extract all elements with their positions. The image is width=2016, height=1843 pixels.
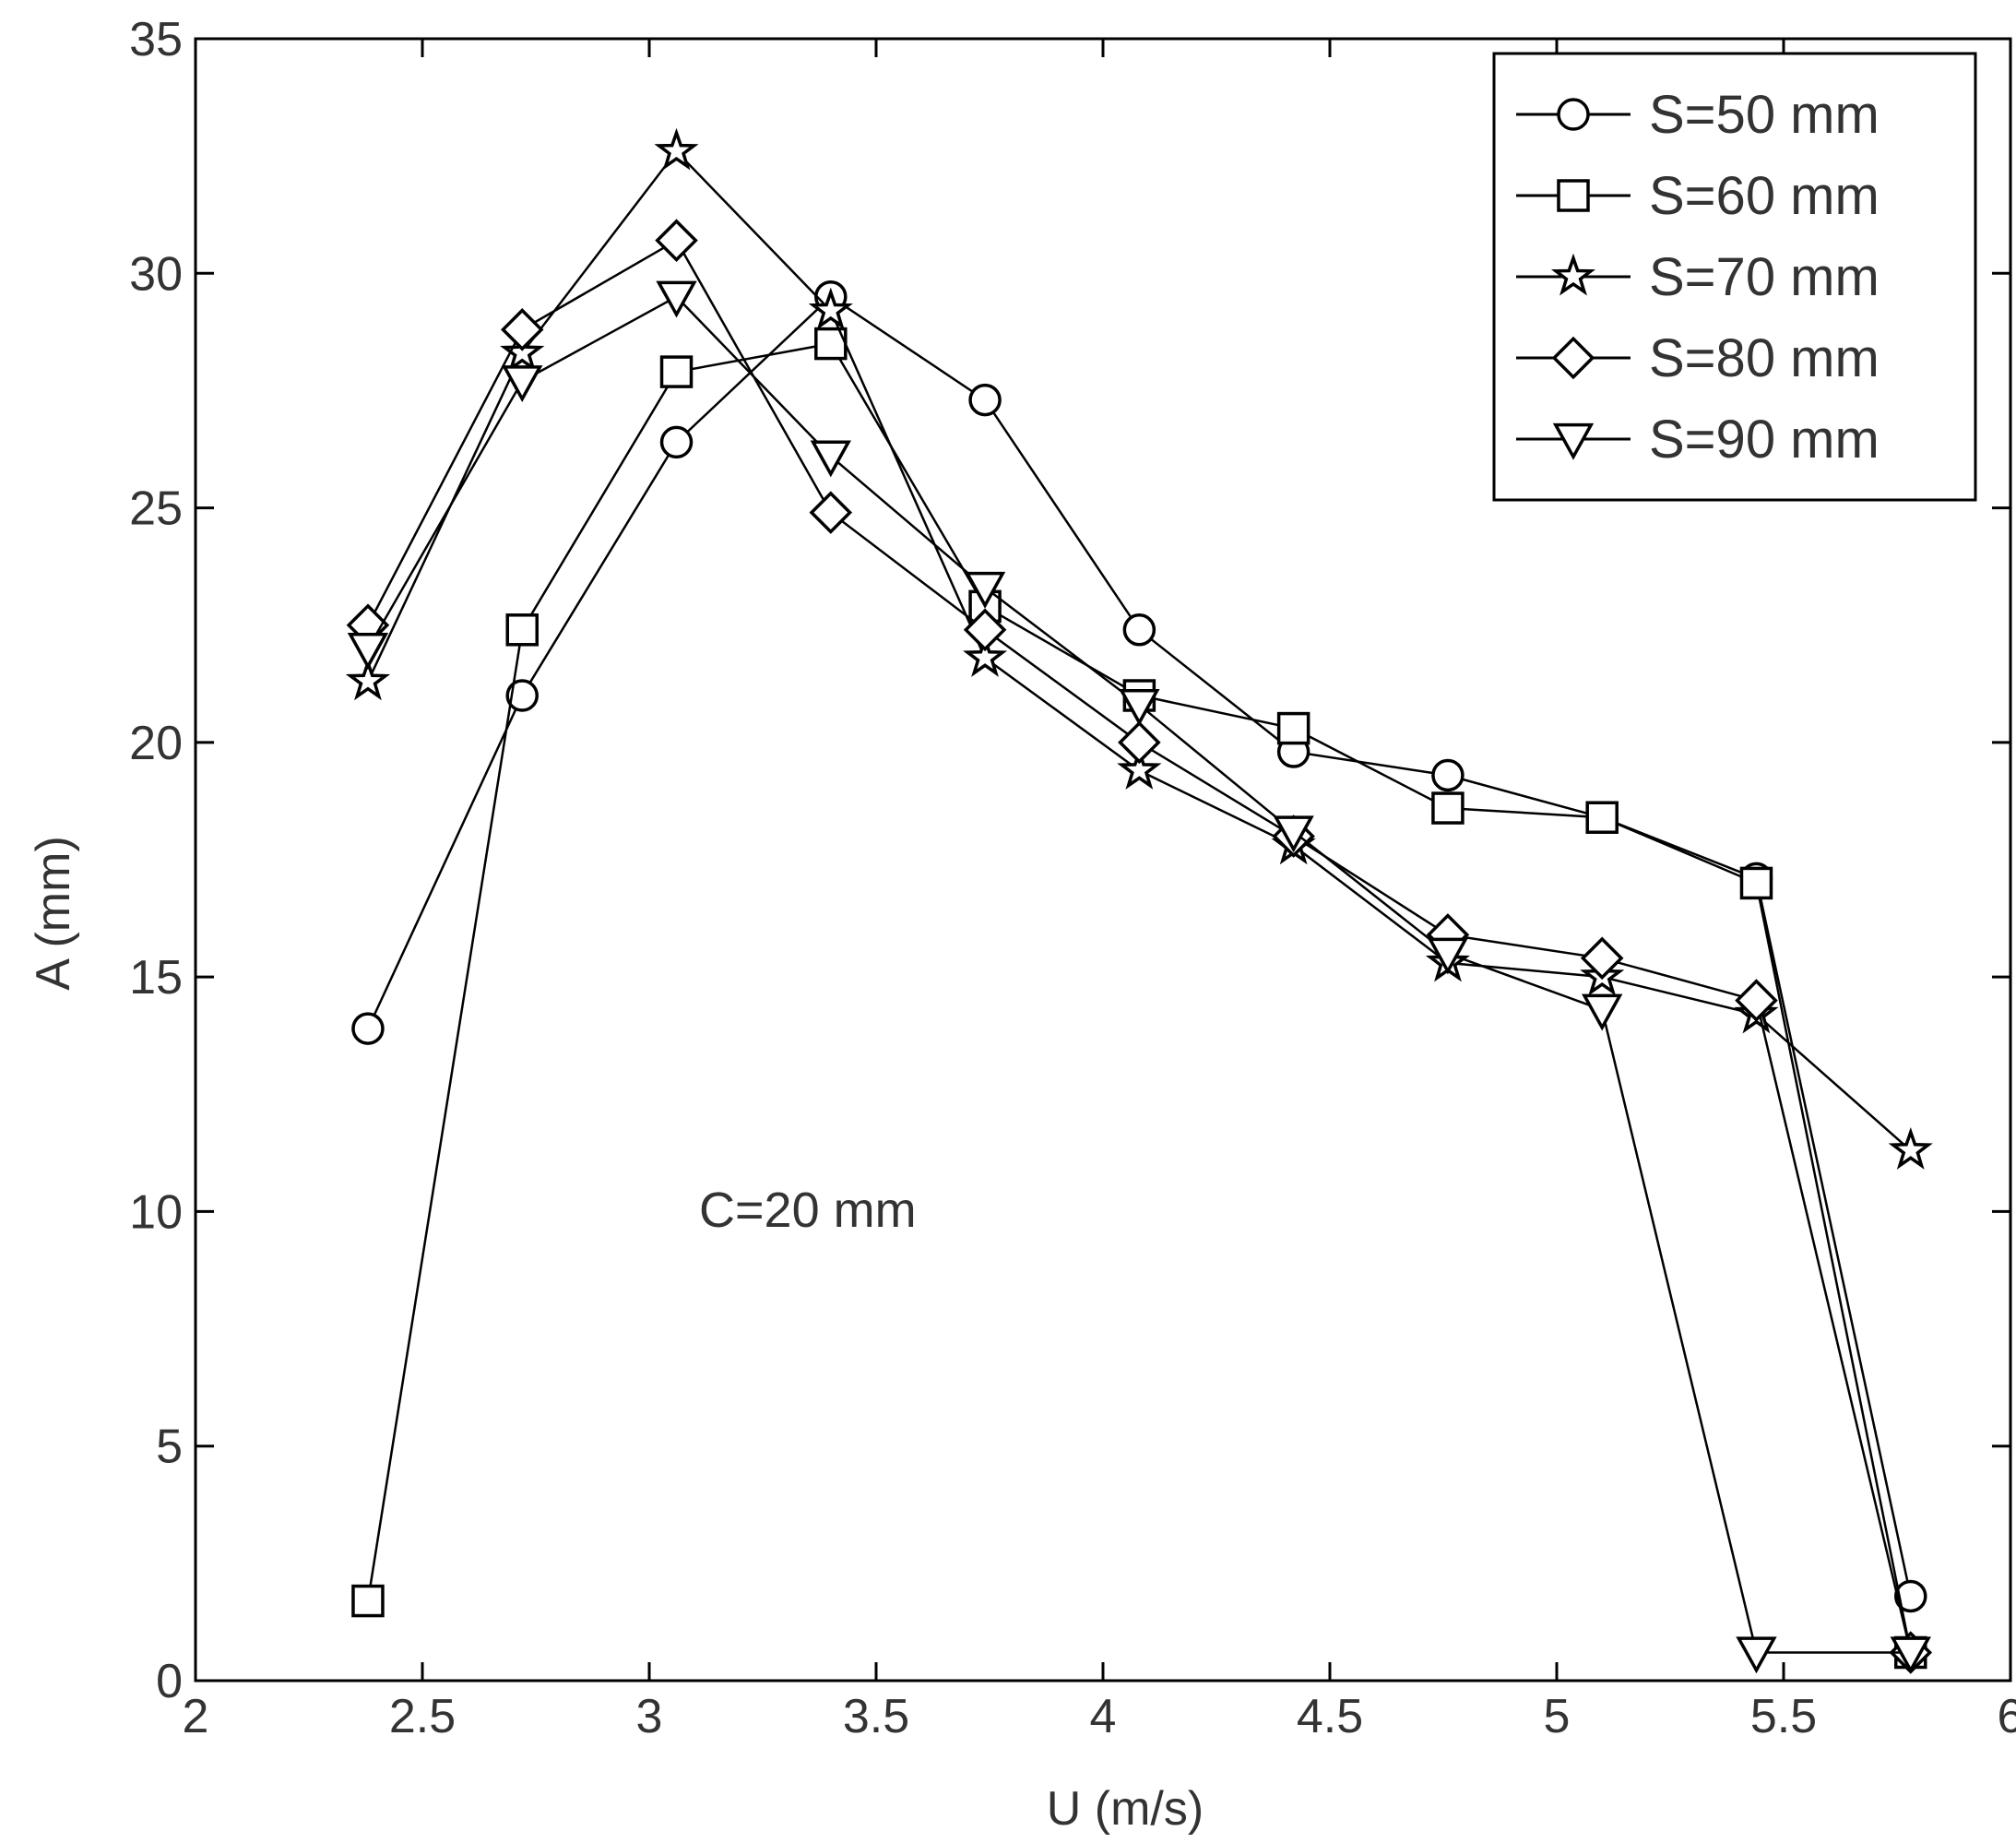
y-tick-label: 0: [156, 1655, 183, 1708]
legend-marker-circle: [1557, 98, 1590, 131]
data-point-circle: [351, 1012, 385, 1045]
data-point-circle: [1122, 613, 1156, 647]
data-point-circle: [505, 679, 539, 712]
data-point-triangle-down: [1582, 993, 1623, 1031]
data-point-square: [351, 1584, 385, 1618]
data-point-star: [808, 287, 853, 330]
x-axis-label: U (m/s): [1047, 1782, 1204, 1836]
series-triangle-down: [347, 280, 1931, 1674]
data-point-triangle-down: [1736, 1636, 1777, 1674]
legend-label: S=70 mm: [1649, 247, 1880, 307]
legend-label: S=80 mm: [1649, 328, 1880, 388]
y-tick-label: 25: [129, 482, 183, 536]
y-axis-label: A (mm): [27, 836, 80, 991]
data-point-circle: [1894, 1579, 1927, 1613]
series-layer: [345, 127, 1933, 1674]
data-point-triangle-down: [1427, 937, 1469, 975]
data-point-star: [500, 329, 545, 373]
data-point-triangle-down: [1890, 1636, 1931, 1674]
y-tick-label: 30: [129, 247, 183, 301]
data-point-star: [345, 658, 391, 701]
data-point-diamond: [1735, 979, 1778, 1022]
data-point-square: [1431, 791, 1465, 825]
x-tick-label: 2: [183, 1690, 209, 1743]
data-point-diamond: [809, 491, 853, 534]
data-point-triangle-down: [502, 365, 543, 403]
data-point-square: [814, 327, 848, 361]
x-tick-label: 3.5: [843, 1690, 909, 1743]
data-point-square: [505, 613, 539, 647]
data-point-diamond: [500, 308, 544, 351]
labels: U (m/s) A (mm) C=20 mm: [27, 836, 1204, 1836]
x-tick-label: 4.5: [1297, 1690, 1363, 1743]
data-point-diamond: [655, 219, 698, 262]
x-tick-label: 6: [1998, 1690, 2016, 1743]
x-tick-label: 5: [1544, 1690, 1571, 1743]
data-point-square: [1276, 711, 1310, 745]
data-point-triangle-down: [347, 633, 389, 670]
data-point-circle: [1431, 758, 1465, 792]
x-tick-label: 5.5: [1750, 1690, 1817, 1743]
data-point-triangle-down: [964, 571, 1006, 609]
data-point-star: [963, 634, 1008, 677]
data-point-diamond: [963, 608, 1007, 652]
legend-marker-star: [1550, 253, 1596, 296]
data-point-circle: [659, 425, 694, 459]
axes: 2 2.5 3 3.5 4 4.5 5 5.5 6 0 5 10 15 20 25 30 35: [129, 13, 2016, 1743]
data-point-circle: [968, 383, 1002, 417]
data-point-triangle-down: [656, 280, 697, 318]
y-tick-label: 20: [129, 717, 183, 770]
legend-label: S=50 mm: [1649, 85, 1880, 145]
data-point-star: [654, 127, 699, 171]
data-point-diamond: [1118, 720, 1161, 765]
data-point-square: [1739, 866, 1773, 900]
legend-label: S=60 mm: [1649, 166, 1880, 226]
annotation-text: C=20 mm: [699, 1183, 917, 1238]
data-point-diamond: [1580, 936, 1624, 981]
data-point-triangle-down: [810, 440, 851, 478]
y-tick-label: 35: [129, 13, 183, 66]
legend-marker-square: [1557, 179, 1590, 212]
y-tick-label: 15: [129, 951, 183, 1005]
series-star: [345, 127, 1933, 1170]
x-tick-label: 2.5: [389, 1690, 456, 1743]
data-point-square: [1585, 801, 1619, 834]
data-point-triangle-down: [1119, 689, 1160, 726]
legend-label: S=90 mm: [1649, 410, 1880, 470]
data-point-triangle-down: [1273, 815, 1314, 853]
data-point-star: [1888, 1126, 1933, 1170]
legend: S=50 mm S=60 mm S=70 mm S=80 mm S=90 mm: [1492, 52, 1977, 502]
data-point-star: [1117, 747, 1162, 790]
data-point-square: [659, 355, 694, 388]
legend-marker-triangle-down: [1552, 422, 1595, 460]
y-tick-label: 5: [156, 1421, 183, 1474]
legend-marker-diamond: [1551, 336, 1595, 380]
x-tick-label: 3: [636, 1690, 663, 1743]
y-tick-label: 10: [129, 1185, 183, 1239]
x-tick-label: 4: [1090, 1690, 1117, 1743]
